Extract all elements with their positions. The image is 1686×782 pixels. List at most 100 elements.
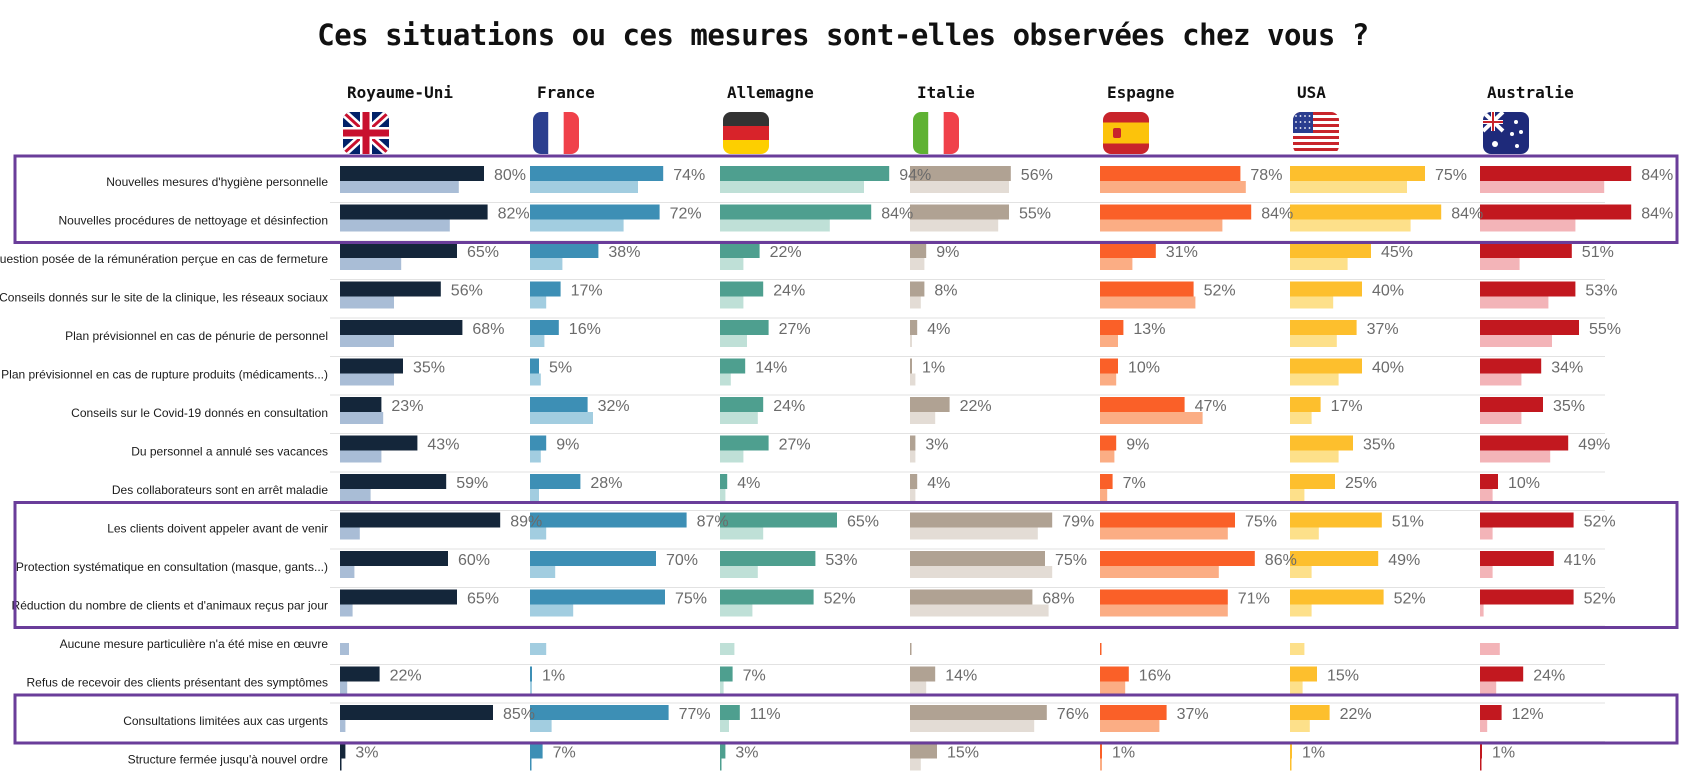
bar-primary [1290,204,1442,220]
bar-secondary [1480,566,1493,578]
bar-primary [340,166,484,181]
value-label: 84% [1641,206,1673,223]
bar-secondary [720,566,758,578]
value-label: 65% [467,244,499,261]
bar-primary [720,589,814,605]
bar-primary [720,743,726,759]
value-label: 89% [510,514,542,531]
bar-primary [720,705,740,720]
value-label: 25% [1345,475,1377,492]
bar-secondary [1480,450,1551,463]
bar-primary [340,435,418,451]
value-label: 1% [1302,745,1325,762]
value-label: 22% [1340,706,1372,723]
value-label: 3% [355,745,378,762]
bar-primary [1480,512,1574,528]
bar-primary [1290,320,1357,335]
bar-secondary [1290,604,1312,617]
bar-primary [530,705,669,720]
value-label: 94% [899,167,931,184]
value-label: 85% [503,706,535,723]
bar-secondary [1100,258,1133,270]
row-label: Réduction du nombre de clients et d'anim… [12,599,328,613]
value-label: 15% [947,745,979,762]
bar-primary [530,551,656,566]
value-label: 84% [1451,206,1483,223]
value-label: 52% [1584,514,1616,531]
value-label: 43% [427,437,459,454]
bar-primary [1100,435,1117,451]
row-label: Protection systématique en consultation … [16,560,328,574]
bar-primary [340,358,403,374]
value-label: 10% [1128,360,1160,377]
country-label: Royaume-Uni [347,83,453,102]
value-label: 7% [1123,475,1146,492]
bar-secondary [340,219,450,232]
bar-secondary [1480,219,1576,232]
bar-primary [340,512,501,528]
bar-primary [720,166,890,181]
bar-primary [1290,551,1379,566]
bar-secondary [910,258,925,270]
bar-primary [530,589,665,605]
bar-primary [910,204,1009,220]
bar-secondary [340,489,371,501]
bar-primary [1100,166,1241,181]
value-label: 49% [1578,437,1610,454]
bar-primary [1480,281,1576,297]
value-label: 34% [1551,360,1583,377]
bar-secondary [720,373,731,386]
uk-flag-icon [343,112,389,154]
bar-secondary [340,181,459,193]
bar-primary [1290,281,1362,297]
value-label: 17% [1331,398,1363,415]
bar-secondary [1100,181,1246,193]
bar-secondary [910,527,1038,540]
bar-primary [910,435,916,451]
value-labels: 80% 82% 65% 56% 68% 35% 23% 43% 59% 89% 60% 65% 22% 8… [355,167,1673,762]
value-label: 53% [1585,283,1617,300]
bar-secondary [720,604,753,617]
row-label: Du personnel a annulé ses vacances [131,445,328,459]
bar-primary [1480,705,1502,720]
bar-primary [1480,243,1572,258]
bar-secondary [1290,720,1310,732]
bar-secondary [1290,566,1312,578]
bar-secondary [910,373,916,386]
value-label: 77% [679,706,711,723]
bar-secondary [1480,412,1522,424]
value-label: 28% [590,475,622,492]
bar-primary [1100,358,1118,374]
value-label: 37% [1177,706,1209,723]
value-label: 38% [608,244,640,261]
bar-primary [910,358,912,374]
value-label: 45% [1381,244,1413,261]
bar-secondary [1290,412,1312,424]
value-label: 24% [773,398,805,415]
bar-primary [1100,512,1235,528]
value-label: 4% [737,475,760,492]
bar-primary [720,281,764,297]
value-label: 65% [467,591,499,608]
bar-primary [1100,666,1129,682]
value-label: 10% [1508,475,1540,492]
bar-primary [530,512,687,528]
country-label: Allemagne [727,83,814,102]
bar-primary [910,243,927,258]
germany-flag-icon [723,112,769,154]
chart-title: Ces situations ou ces mesures sont-elles… [317,18,1369,52]
bar-secondary [1480,335,1552,347]
value-label: 31% [1166,244,1198,261]
bar-secondary [910,181,1009,193]
row-label: Consultations limitées aux cas urgents [123,714,328,728]
bar-secondary [1290,758,1292,771]
bar-primary [720,474,728,489]
row-label: Structure fermée jusqu'à nouvel ordre [128,753,329,767]
value-label: 75% [1245,514,1277,531]
bar-secondary [910,335,912,347]
value-label: 9% [936,244,959,261]
value-label: 1% [1112,745,1135,762]
bar-primary [1480,551,1554,566]
bar-secondary [1100,643,1102,655]
